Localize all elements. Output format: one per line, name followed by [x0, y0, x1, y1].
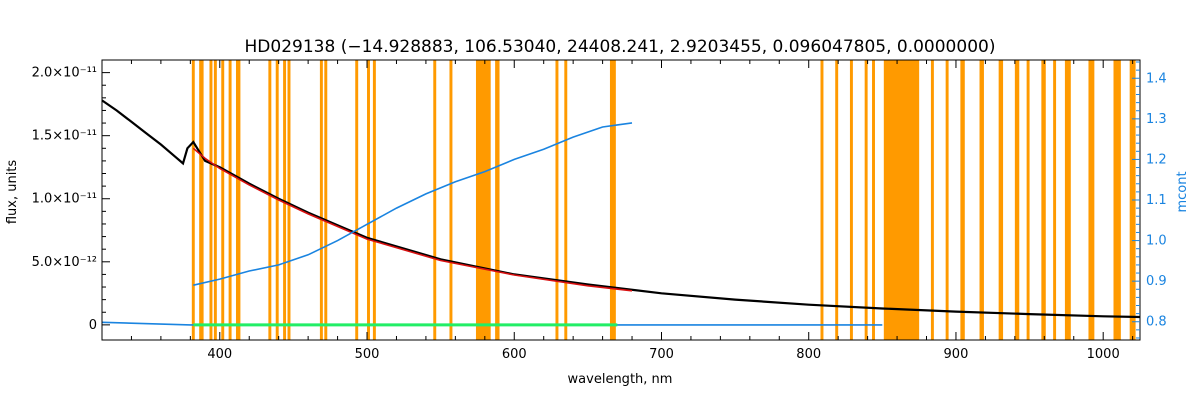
x-axis: 400 500 600 700 800 900 1000 [101, 60, 1134, 362]
mask-band [835, 60, 839, 340]
x-axis-label: wavelength, nm [568, 372, 673, 387]
y2-tick-label: 1.1 [1146, 193, 1167, 208]
mask-band [1014, 60, 1020, 340]
mask-band [1026, 60, 1030, 340]
mask-band [930, 60, 934, 340]
plot-frame [101, 59, 1141, 341]
x-tick-label: 600 [502, 347, 527, 362]
mask-band [998, 60, 1004, 340]
mask-band [324, 60, 328, 340]
x-tick-label: 400 [207, 347, 232, 362]
mask-band [319, 60, 323, 340]
mask-band [1088, 60, 1095, 340]
mask-band [433, 60, 437, 340]
mask-band [564, 60, 568, 340]
mask-band [475, 60, 491, 340]
mask-band [228, 60, 232, 340]
mask-band [945, 60, 949, 340]
series-line-2 [192, 147, 633, 292]
mask-band [495, 60, 500, 340]
mask-band [555, 60, 559, 340]
y-tick-label: 1.5×10⁻¹¹ [32, 129, 97, 144]
mask-band [209, 60, 213, 340]
y-tick-label: 1.0×10⁻¹¹ [32, 192, 97, 207]
mask-band [355, 60, 359, 340]
mask-band [864, 60, 868, 340]
mask-band [883, 60, 920, 340]
x-tick-label: 1000 [1087, 347, 1120, 362]
series-group [101, 99, 1141, 327]
x-tick-label: 700 [649, 347, 674, 362]
y2-axis: 0.8 0.9 1.0 1.1 1.2 1.3 1.4 [1132, 61, 1167, 339]
mask-band [1053, 60, 1057, 340]
mask-band [1113, 60, 1121, 340]
y-axis: 0 5.0×10⁻¹² 1.0×10⁻¹¹ 1.5×10⁻¹¹ 2.0×10⁻¹¹ [32, 66, 110, 333]
x-tick-label: 500 [355, 347, 380, 362]
x-tick-label: 800 [796, 347, 821, 362]
mask-band-group [191, 60, 1136, 340]
mask-band [199, 60, 204, 340]
mask-band [1041, 60, 1046, 340]
y2-tick-label: 1.4 [1146, 71, 1167, 86]
y2-tick-label: 0.9 [1146, 274, 1167, 289]
mask-band [191, 60, 195, 340]
mask-band [449, 60, 453, 340]
mask-band [372, 60, 376, 340]
mask-band [609, 60, 616, 340]
mask-band [820, 60, 824, 340]
y-tick-label: 2.0×10⁻¹¹ [32, 66, 97, 81]
chart-title: HD029138 (−14.928883, 106.53040, 24408.2… [245, 37, 996, 57]
y2-tick-label: 1.0 [1146, 234, 1167, 249]
mask-band [287, 60, 291, 340]
series-line-1 [101, 99, 1141, 319]
mask-band [213, 60, 217, 340]
mask-band [268, 60, 272, 340]
y-axis-label: flux, units [5, 160, 20, 225]
y2-tick-label: 1.3 [1146, 112, 1167, 127]
y2-tick-label: 1.2 [1146, 152, 1167, 167]
mask-band [1064, 60, 1071, 340]
y-tick-label: 0 [89, 318, 97, 333]
mask-band [979, 60, 984, 340]
y2-tick-label: 0.8 [1146, 315, 1167, 330]
x-tick-label: 900 [944, 347, 969, 362]
y2-axis-label: mcont [1175, 171, 1190, 212]
mask-band [849, 60, 853, 340]
mask-band [283, 60, 287, 340]
mask-band [235, 60, 241, 340]
y-tick-label: 5.0×10⁻¹² [32, 255, 97, 270]
mask-band [960, 60, 965, 340]
mask-band [221, 60, 225, 340]
mask-band [367, 60, 370, 340]
mask-band [872, 60, 875, 340]
series-line-3 [193, 122, 633, 286]
